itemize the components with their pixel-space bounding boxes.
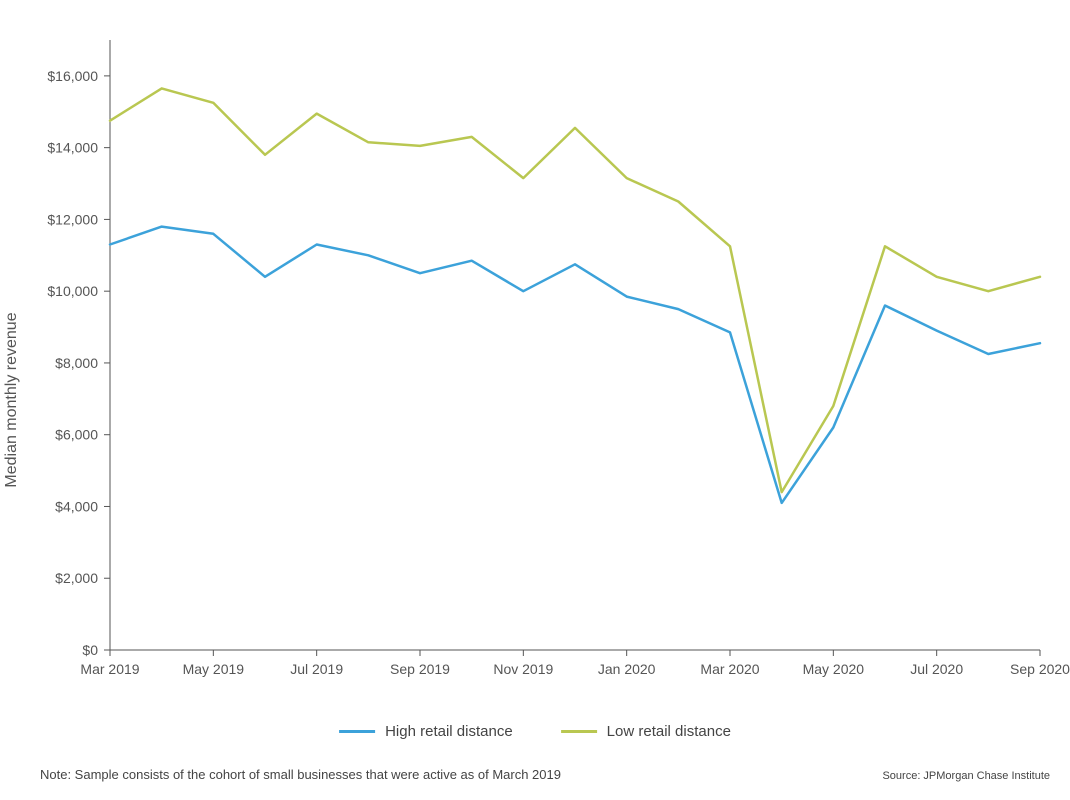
svg-text:$12,000: $12,000 xyxy=(47,211,98,227)
legend-label-low: Low retail distance xyxy=(607,723,731,740)
svg-text:Mar 2020: Mar 2020 xyxy=(700,661,759,677)
svg-text:May 2019: May 2019 xyxy=(183,661,245,677)
legend: High retail distance Low retail distance xyxy=(339,723,731,740)
svg-text:Nov 2019: Nov 2019 xyxy=(493,661,553,677)
legend-label-high: High retail distance xyxy=(385,723,513,740)
svg-text:Mar 2019: Mar 2019 xyxy=(80,661,139,677)
svg-text:$10,000: $10,000 xyxy=(47,283,98,299)
svg-text:$8,000: $8,000 xyxy=(55,355,98,371)
svg-text:May 2020: May 2020 xyxy=(803,661,865,677)
source-attribution: Source: JPMorgan Chase Institute xyxy=(882,770,1050,782)
y-axis-label: Median monthly revenue xyxy=(3,312,21,487)
legend-item-high: High retail distance xyxy=(339,723,513,740)
svg-text:Sep 2019: Sep 2019 xyxy=(390,661,450,677)
legend-swatch-low xyxy=(561,730,597,733)
svg-text:Jul 2019: Jul 2019 xyxy=(290,661,343,677)
footnote: Note: Sample consists of the cohort of s… xyxy=(40,767,561,782)
line-chart: $0 $2,000 $4,000 $6,000 $8,000 $10,000 $12,000… xyxy=(0,0,1070,800)
legend-item-low: Low retail distance xyxy=(561,723,731,740)
svg-text:Jul 2020: Jul 2020 xyxy=(910,661,963,677)
svg-text:Sep 2020: Sep 2020 xyxy=(1010,661,1070,677)
svg-text:$0: $0 xyxy=(82,642,98,658)
svg-text:$4,000: $4,000 xyxy=(55,498,98,514)
chart-container: Median monthly revenue $0 $2,000 $4,000 $6,… xyxy=(0,0,1070,800)
svg-text:$14,000: $14,000 xyxy=(47,140,98,156)
svg-text:$2,000: $2,000 xyxy=(55,570,98,586)
svg-text:$6,000: $6,000 xyxy=(55,427,98,443)
svg-text:$16,000: $16,000 xyxy=(47,68,98,84)
svg-text:Jan 2020: Jan 2020 xyxy=(598,661,656,677)
legend-swatch-high xyxy=(339,730,375,733)
